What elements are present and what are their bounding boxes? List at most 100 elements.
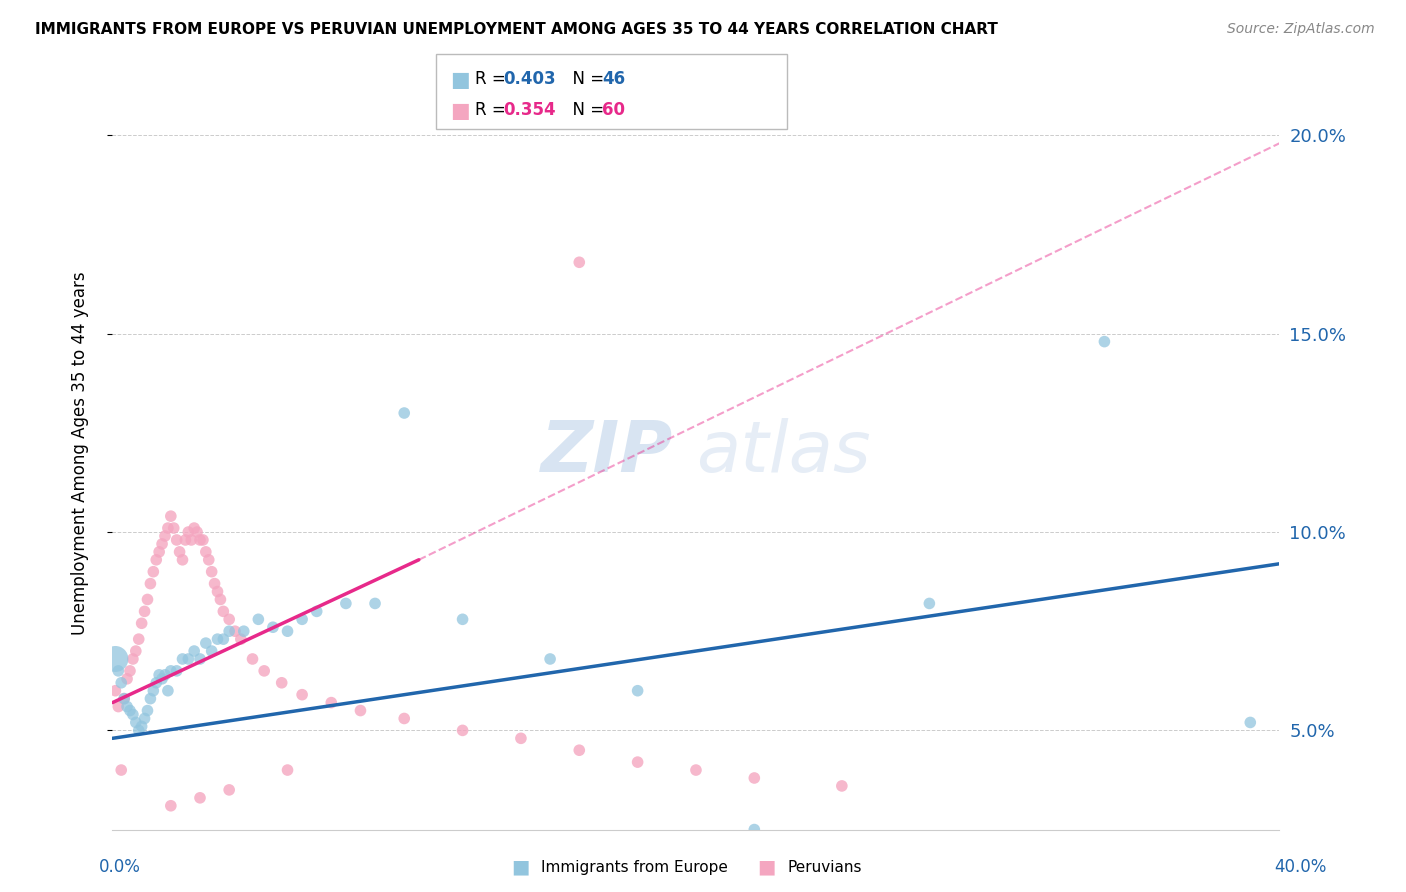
Point [125,644,148,658]
Point [218,783,240,797]
Point [169,545,191,559]
Point [118,664,141,678]
Point [188,652,211,666]
Point [685,763,707,777]
Point [364,596,387,610]
Text: N =: N = [562,70,610,87]
Point [232,624,254,639]
Text: 60: 60 [602,101,624,119]
Point [156,683,179,698]
Point [1239,715,1261,730]
Point [270,675,292,690]
Point [509,731,531,746]
Point [122,652,145,666]
Point [247,612,270,626]
Point [136,704,159,718]
Point [166,664,188,678]
Point [212,604,235,618]
Point [212,632,235,647]
Point [451,723,474,738]
Point [321,696,343,710]
Text: Immigrants from Europe: Immigrants from Europe [541,860,728,874]
Text: ■: ■ [450,70,470,89]
Point [104,652,127,666]
Text: R =: R = [475,70,512,87]
Point [172,652,194,666]
Point [207,584,229,599]
Point [110,763,132,777]
Point [131,616,153,631]
Point [538,652,561,666]
Point [335,596,357,610]
Point [276,763,298,777]
Point [163,521,186,535]
Point [134,711,156,725]
Point [242,652,264,666]
Point [276,624,298,639]
Point [112,691,135,706]
Point [188,790,211,805]
Point [174,533,197,547]
Point [218,612,240,626]
Point [110,675,132,690]
Point [194,545,217,559]
Point [197,553,219,567]
Point [180,533,202,547]
Y-axis label: Unemployment Among Ages 35 to 44 years: Unemployment Among Ages 35 to 44 years [70,271,89,634]
Point [188,533,211,547]
Point [160,509,183,524]
Point [194,636,217,650]
Point [201,565,224,579]
Point [253,664,276,678]
Text: 0.354: 0.354 [503,101,555,119]
Point [150,672,173,686]
Point [131,719,153,733]
Point [122,707,145,722]
Point [451,612,474,626]
Text: N =: N = [562,101,610,119]
Point [107,664,129,678]
Point [153,529,176,543]
Text: Source: ZipAtlas.com: Source: ZipAtlas.com [1227,22,1375,37]
Text: ■: ■ [450,101,470,120]
Point [262,620,284,634]
Point [172,553,194,567]
Point [627,683,650,698]
Point [177,524,200,539]
Point [177,652,200,666]
Text: ■: ■ [756,857,776,877]
Point [150,537,173,551]
Point [291,688,314,702]
Point [742,771,765,785]
Point [201,644,224,658]
Point [104,683,127,698]
Text: R =: R = [475,101,512,119]
Point [568,743,591,757]
Point [166,533,188,547]
Point [112,691,135,706]
Text: 0.403: 0.403 [503,70,555,87]
Point [136,592,159,607]
Point [394,406,416,420]
Text: Peruvians: Peruvians [787,860,862,874]
Point [145,675,167,690]
Point [394,711,416,725]
Point [204,576,226,591]
Point [160,798,183,813]
Point [142,683,165,698]
Text: 46: 46 [602,70,624,87]
Point [207,632,229,647]
Point [305,604,328,618]
Point [115,672,138,686]
Text: 0.0%: 0.0% [98,858,141,876]
Point [568,255,591,269]
Text: ZIP: ZIP [540,418,672,487]
Point [218,624,240,639]
Point [191,533,214,547]
Point [627,755,650,769]
Point [134,604,156,618]
Point [1094,334,1116,349]
Point [918,596,941,610]
Point [148,545,170,559]
Point [183,644,205,658]
